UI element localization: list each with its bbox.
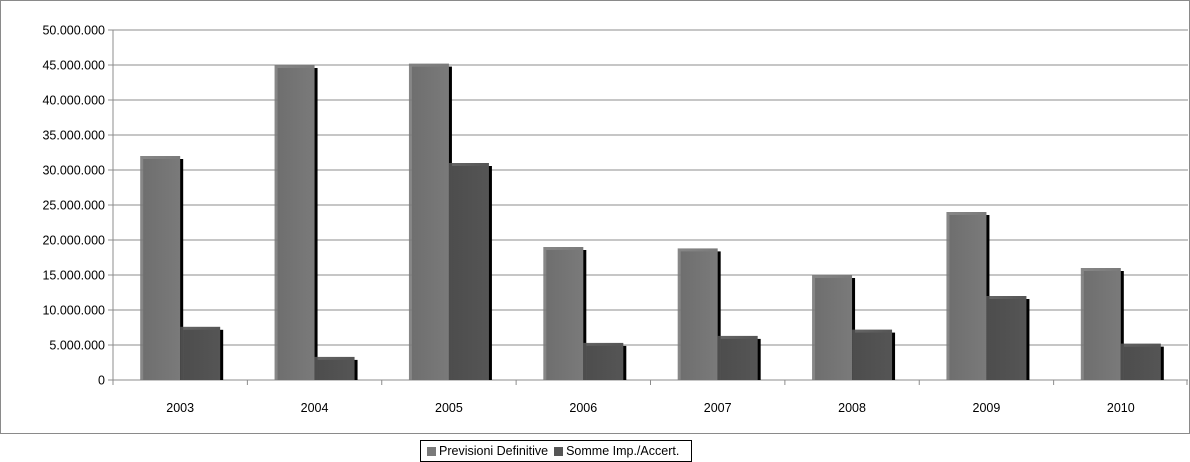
- y-tick-label: 5.000.000: [49, 339, 105, 353]
- y-tick-label: 45.000.000: [42, 59, 105, 73]
- legend: Previsioni Definitive Somme Imp./Accert.: [420, 440, 693, 462]
- bar-somme-2005: [448, 163, 489, 380]
- legend-label-series-1: Previsioni Definitive: [439, 444, 549, 458]
- legend-label-series-2: Somme Imp./Accert.: [566, 444, 680, 458]
- legend-item-series-2: Somme Imp./Accert.: [554, 444, 679, 458]
- y-tick-label: 35.000.000: [42, 129, 105, 143]
- bar-somme-2009: [986, 296, 1027, 380]
- bar-previsioni-2004: [274, 65, 315, 380]
- bar-chart: 0 5.000.000 10.000.000 15.000.000 20.000.000…: [42, 24, 1188, 415]
- bar-somme-2010: [1120, 343, 1161, 380]
- bar-previsioni-2003: [140, 156, 181, 380]
- legend-swatch-series-2: [554, 446, 564, 456]
- y-tick-label: 25.000.000: [42, 199, 105, 213]
- y-tick-label: 10.000.000: [42, 304, 105, 318]
- bar-somme-2008: [852, 329, 893, 380]
- bar-somme-2004: [314, 356, 355, 380]
- x-tick-label: 2005: [435, 401, 463, 415]
- y-tick-label: 15.000.000: [42, 269, 105, 283]
- bar-previsioni-2008: [812, 275, 853, 380]
- x-tick-label: 2008: [838, 401, 866, 415]
- bar-previsioni-2010: [1080, 268, 1121, 380]
- bar-somme-2006: [583, 342, 624, 380]
- bar-somme-2007: [717, 335, 758, 380]
- y-tick-label: 40.000.000: [42, 94, 105, 108]
- x-tick-label: 2010: [1107, 401, 1135, 415]
- x-tick-label: 2003: [166, 401, 194, 415]
- y-tick-label: 50.000.000: [42, 24, 105, 38]
- x-tick-label: 2004: [301, 401, 329, 415]
- legend-swatch-series-1: [427, 446, 436, 456]
- x-tick-label: 2006: [569, 401, 597, 415]
- y-tick-label: 0: [98, 374, 105, 388]
- x-tick-label: 2009: [973, 401, 1001, 415]
- bar-somme-2003: [180, 326, 221, 380]
- bar-previsioni-2006: [543, 247, 584, 380]
- y-tick-label: 20.000.000: [42, 234, 105, 248]
- legend-item-series-1: Previsioni Definitive: [427, 444, 548, 458]
- bar-previsioni-2005: [408, 63, 449, 380]
- x-tick-label: 2007: [704, 401, 732, 415]
- bar-previsioni-2009: [946, 212, 987, 380]
- y-tick-label: 30.000.000: [42, 164, 105, 178]
- bar-previsioni-2007: [677, 248, 718, 380]
